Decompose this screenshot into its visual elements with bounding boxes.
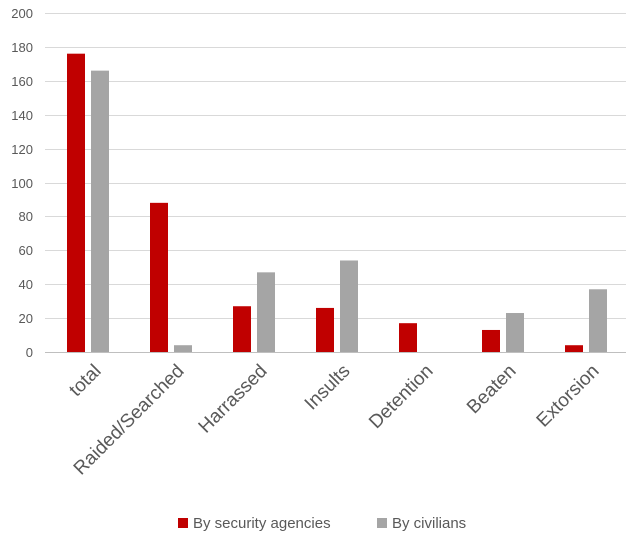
x-category-label: total [65, 361, 105, 401]
y-tick-label: 180 [11, 40, 33, 55]
bar-civilians-raided-searched [174, 345, 192, 352]
gridlines [45, 13, 626, 353]
legend: By security agencies By civilians [178, 515, 466, 532]
y-axis-tick-labels: 0 20 40 60 80 100 120 140 160 180 200 [11, 6, 33, 360]
y-tick-label: 40 [19, 277, 33, 292]
y-tick-label: 120 [11, 142, 33, 157]
bar-civilians-extorsion [589, 289, 607, 352]
bar-security-agencies-raided-searched [150, 202, 168, 352]
x-category-label: Beaten [463, 361, 520, 418]
legend-label: By security agencies [193, 515, 331, 532]
bar-security-agencies-beaten [482, 329, 500, 352]
y-tick-label: 0 [26, 345, 33, 360]
bars [67, 53, 607, 353]
bar-security-agencies-extorsion [565, 345, 583, 352]
bar-civilians-harrassed [257, 272, 275, 352]
x-category-label: Insults [301, 361, 355, 415]
x-category-label: Harrassed [195, 361, 272, 438]
bar-civilians-total [91, 70, 109, 352]
y-tick-label: 100 [11, 176, 33, 191]
bar-civilians-insults [340, 260, 358, 352]
legend-label: By civilians [392, 515, 466, 532]
legend-swatch [178, 518, 188, 528]
bar-security-agencies-detention [399, 323, 417, 352]
x-category-label: Extorsion [533, 361, 604, 432]
bar-security-agencies-total [67, 53, 85, 353]
y-tick-label: 60 [19, 243, 33, 258]
y-tick-label: 20 [19, 311, 33, 326]
legend-swatch [377, 518, 387, 528]
y-tick-label: 80 [19, 209, 33, 224]
y-tick-label: 160 [11, 74, 33, 89]
bar-security-agencies-harrassed [233, 306, 251, 352]
y-tick-label: 200 [11, 6, 33, 21]
y-tick-label: 140 [11, 108, 33, 123]
bar-security-agencies-insults [316, 307, 334, 352]
x-category-label: Detention [365, 361, 437, 433]
bar-civilians-beaten [506, 313, 524, 352]
